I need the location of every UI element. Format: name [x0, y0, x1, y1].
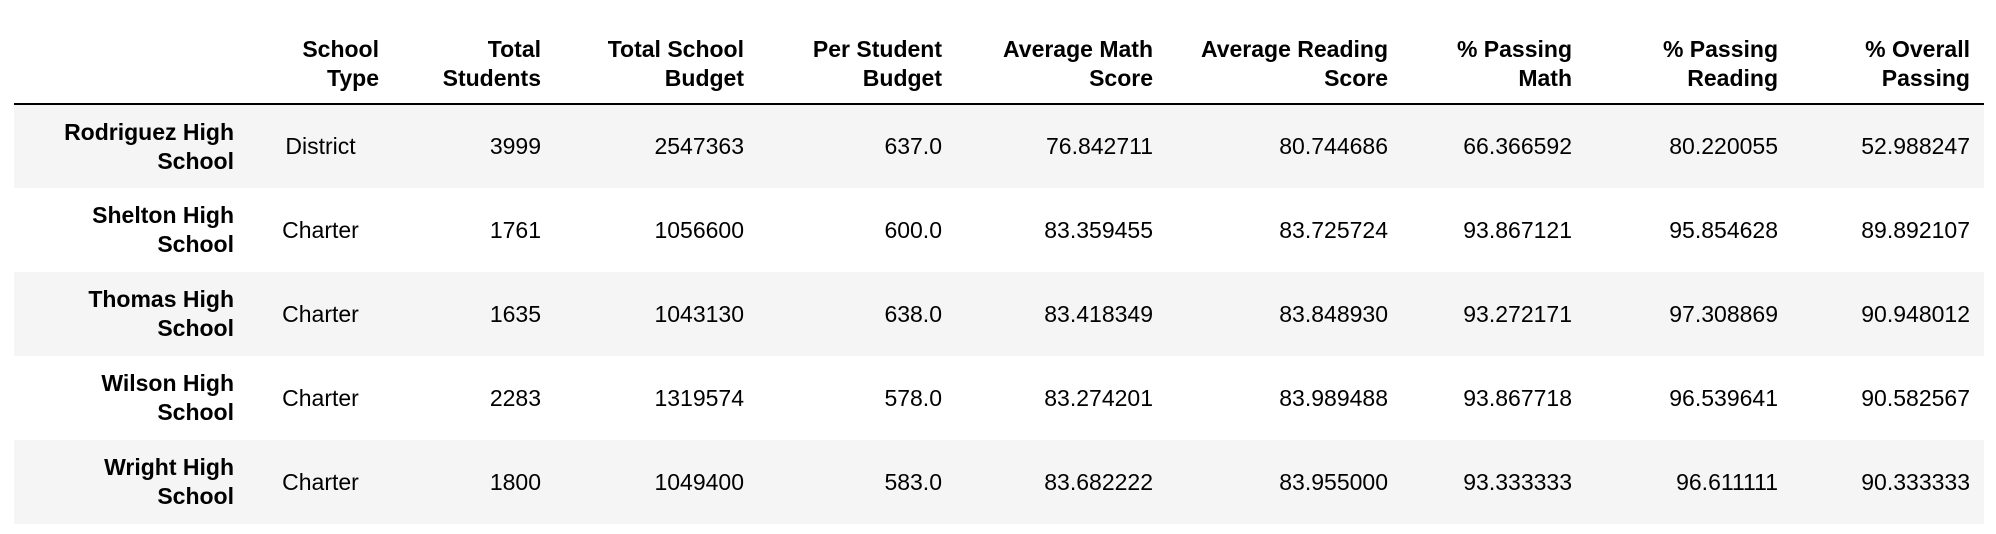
cell-per-student-budget: 600.0	[884, 216, 942, 243]
cell-total-budget: 1043130	[654, 300, 744, 327]
cell-total-students: 3999	[489, 133, 541, 159]
cell-total-students: 1635	[489, 300, 541, 327]
cell-pct-reading: 95.854628	[1669, 216, 1778, 243]
cell-avg-reading: 83.989488	[1279, 384, 1388, 411]
table-row: Wright High School Charter 1800 1049400 5…	[14, 440, 1984, 524]
cell-pct-reading: 97.308869	[1669, 300, 1778, 327]
cell-school-type: Charter	[282, 300, 359, 327]
cell-pct-overall: 89.892107	[1861, 216, 1970, 243]
cell-total-students: 1800	[489, 468, 541, 495]
row-school-name: Thomas High School	[88, 286, 234, 341]
cell-pct-reading: 96.611111	[1676, 468, 1778, 495]
header-average-math-score: Average Math Score	[956, 0, 1167, 105]
cell-avg-math: 83.359455	[1044, 216, 1153, 243]
cell-avg-math: 83.682222	[1044, 468, 1153, 495]
header-pct-overall-passing: % Overall Passing	[1792, 0, 1984, 105]
cell-pct-reading: 80.220055	[1669, 133, 1778, 159]
cell-pct-reading: 96.539641	[1669, 384, 1778, 411]
header-pct-passing-math: % Passing Math	[1402, 0, 1586, 105]
cell-pct-overall: 90.582567	[1861, 384, 1970, 411]
cell-per-student-budget: 638.0	[884, 300, 942, 327]
header-school-type: School Type	[248, 0, 393, 105]
cell-avg-math: 83.418349	[1044, 300, 1153, 327]
table-row: Rodriguez High School District 3999 25473…	[14, 104, 1984, 188]
cell-avg-math: 83.274201	[1044, 384, 1153, 411]
header-average-reading-score: Average Reading Score	[1167, 0, 1402, 105]
cell-pct-overall: 90.948012	[1861, 300, 1970, 327]
table-row: Thomas High School Charter 1635 1043130 6…	[14, 272, 1984, 356]
row-school-name: Wright High School	[104, 454, 234, 509]
cell-total-students: 2283	[489, 384, 541, 411]
cell-school-type: Charter	[282, 384, 359, 411]
table-row: Wilson High School Charter 2283 1319574 5…	[14, 356, 1984, 440]
cell-total-budget: 2547363	[654, 133, 744, 159]
cell-pct-math: 93.867121	[1463, 216, 1572, 243]
cell-per-student-budget: 583.0	[884, 468, 942, 495]
cell-per-student-budget: 578.0	[884, 384, 942, 411]
cell-avg-reading: 83.848930	[1279, 300, 1388, 327]
cell-total-budget: 1049400	[654, 468, 744, 495]
cell-pct-overall: 52.988247	[1861, 133, 1970, 159]
table-header: School Type Total Students Total School Bud…	[14, 0, 1984, 105]
row-school-name: Wilson High School	[101, 370, 234, 425]
cell-avg-math: 76.842711	[1045, 133, 1153, 159]
cell-total-students: 1761	[489, 216, 541, 243]
cell-school-type: District	[285, 133, 356, 159]
cell-pct-overall: 90.333333	[1861, 468, 1970, 495]
header-pct-passing-reading: % Passing Reading	[1586, 0, 1792, 105]
cell-pct-math: 93.333333	[1463, 468, 1572, 495]
cell-school-type: Charter	[282, 216, 359, 243]
table-body: Rodriguez High School District 3999 25473…	[14, 104, 1984, 524]
header-index-blank	[14, 0, 248, 105]
header-per-student-budget: Per Student Budget	[758, 0, 956, 105]
cell-total-budget: 1056600	[654, 216, 744, 243]
header-total-school-budget: Total School Budget	[555, 0, 758, 105]
cell-avg-reading: 80.744686	[1279, 133, 1388, 159]
cell-pct-math: 93.272171	[1463, 300, 1572, 327]
header-row: School Type Total Students Total School Bud…	[14, 0, 1984, 105]
row-school-name: Rodriguez High School	[64, 118, 234, 174]
cell-avg-reading: 83.955000	[1279, 468, 1388, 495]
cell-pct-math: 66.366592	[1463, 133, 1572, 159]
cell-school-type: Charter	[282, 468, 359, 495]
cell-total-budget: 1319574	[654, 384, 744, 411]
header-total-students: Total Students	[393, 0, 555, 105]
row-school-name: Shelton High School	[92, 202, 234, 257]
cell-pct-math: 93.867718	[1463, 384, 1572, 411]
school-summary-table: School Type Total Students Total School Bud…	[14, 0, 1984, 524]
table-row: Shelton High School Charter 1761 1056600 …	[14, 188, 1984, 272]
cell-per-student-budget: 637.0	[884, 133, 942, 159]
school-summary-table-container: School Type Total Students Total School Bud…	[14, 0, 1984, 524]
cell-avg-reading: 83.725724	[1279, 216, 1388, 243]
